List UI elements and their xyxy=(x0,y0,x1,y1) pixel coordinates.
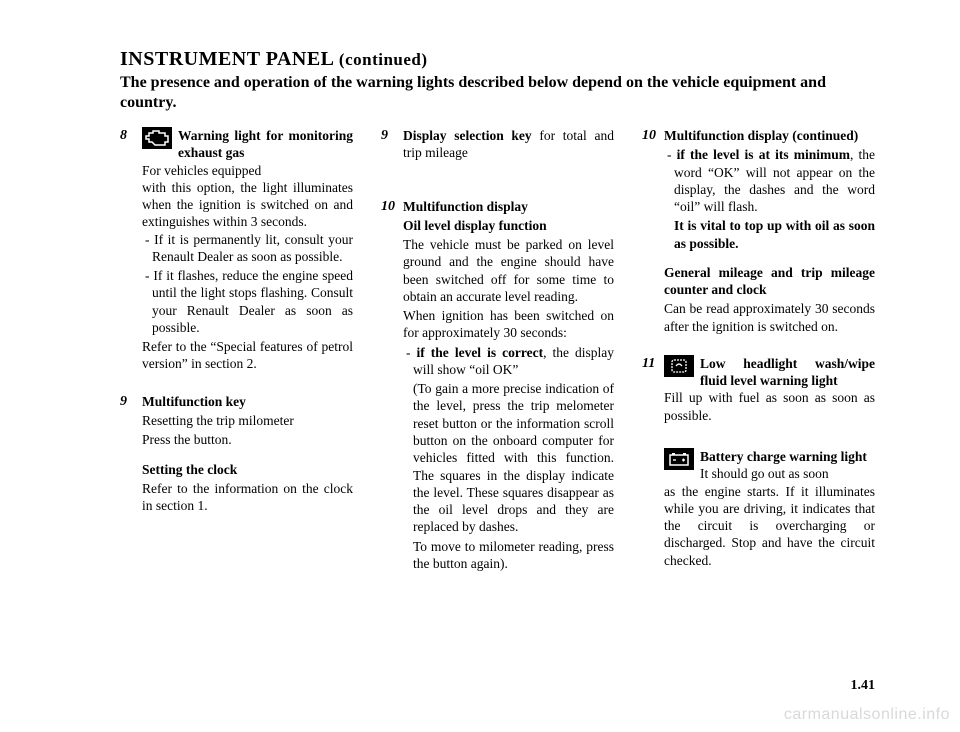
title: Multifunction display xyxy=(403,199,528,214)
body2: as the engine starts. If it illuminates … xyxy=(664,483,875,569)
bullet1e: To move to milometer reading, press the … xyxy=(403,538,614,573)
watermark: carmanualsonline.info xyxy=(784,706,950,724)
entry-body: Multifunction display (continued) - if t… xyxy=(664,127,875,337)
entry-num: 9 xyxy=(381,127,403,162)
body1: The vehicle must be parked on level grou… xyxy=(403,236,614,305)
entry-body: Display selection key for total and trip… xyxy=(403,127,614,162)
body1: with this option, the light illuminates … xyxy=(142,179,353,231)
body1: It should go out as soon xyxy=(700,466,829,481)
bullet1d: (To gain a more precise indication of th… xyxy=(403,380,614,535)
bullet2: It is vital to top up with oil as soon a… xyxy=(664,217,875,252)
heading-cont: (continued) xyxy=(339,50,428,69)
subtitle: Oil level display function xyxy=(403,218,547,233)
entry-9a: 9 Multifunction key Resetting the trip m… xyxy=(120,393,353,517)
entry-num: 9 xyxy=(120,393,142,517)
body3: Refer to the information on the clock in… xyxy=(142,480,353,515)
entry-num xyxy=(642,448,664,569)
entry-body: Multifunction key Resetting the trip mil… xyxy=(142,393,353,517)
entry-11: 11 Low headlight wash/wipe fluid level w… xyxy=(642,355,875,424)
title-a: Warning light for monitoring exhaust gas xyxy=(178,128,353,160)
washer-fluid-icon xyxy=(664,355,694,377)
title-a: Display selection key xyxy=(403,128,532,143)
title: Low headlight wash/wipe fluid level warn… xyxy=(700,356,875,388)
entry-body: Battery charge warning light It should g… xyxy=(664,448,875,569)
entry-num: 11 xyxy=(642,355,664,424)
battery-icon xyxy=(664,448,694,470)
body1: Resetting the trip milometer xyxy=(142,412,353,429)
body2: Press the button. xyxy=(142,431,353,448)
entry-body: Multifunction display Oil level display … xyxy=(403,198,614,575)
bullet1: - if the level is at its minimum, the wo… xyxy=(664,146,875,215)
entry-8: 8 Warning light for monitoring exhaust g… xyxy=(120,127,353,375)
title-b: For vehicles equipped xyxy=(142,163,261,178)
entry-num: 10 xyxy=(381,198,403,575)
entry-battery: Battery charge warning light It should g… xyxy=(642,448,875,569)
title: Battery charge warning light xyxy=(700,449,867,464)
body2: Refer to the “Special features of petrol… xyxy=(142,338,353,373)
page: INSTRUMENT PANEL (continued) The presenc… xyxy=(0,0,960,732)
heading-main: INSTRUMENT PANEL xyxy=(120,48,333,70)
engine-icon xyxy=(142,127,172,149)
title: Multifunction key xyxy=(142,394,246,409)
entry-num: 8 xyxy=(120,127,142,375)
bold: if the level is correct xyxy=(417,345,544,360)
title2: Setting the clock xyxy=(142,462,237,477)
entry-10b: 10 Multifunction display (continued) - i… xyxy=(642,127,875,337)
bullet1: - if the level is correct, the display w… xyxy=(403,344,614,379)
column-2: 9 Display selection key for total and tr… xyxy=(381,127,614,592)
entry-num: 10 xyxy=(642,127,664,337)
column-3: 10 Multifunction display (continued) - i… xyxy=(642,127,875,592)
dash: - xyxy=(667,147,677,162)
body: Fill up with fuel as soon as soon as pos… xyxy=(664,389,875,424)
title: Multifunction display (continued) xyxy=(664,128,858,143)
entry-body: Warning light for monitoring exhaust gas… xyxy=(142,127,353,375)
page-subheading: The presence and operation of the warnin… xyxy=(120,73,875,113)
bold: if the level is at its minimum xyxy=(677,147,850,162)
entry-body: Low headlight wash/wipe fluid level warn… xyxy=(664,355,875,424)
page-number: 1.41 xyxy=(851,678,876,694)
dash: - xyxy=(406,345,417,360)
title2: General mileage and trip mileage counter… xyxy=(664,265,875,297)
bullet2: - If it flashes, reduce the engine speed… xyxy=(142,267,353,336)
columns: 8 Warning light for monitoring exhaust g… xyxy=(120,127,875,592)
page-title: INSTRUMENT PANEL (continued) xyxy=(120,48,875,71)
column-1: 8 Warning light for monitoring exhaust g… xyxy=(120,127,353,592)
entry-10: 10 Multifunction display Oil level displ… xyxy=(381,198,614,575)
body2: Can be read approximately 30 seconds aft… xyxy=(664,300,875,335)
bullet1: - If it is permanently lit, consult your… xyxy=(142,231,353,266)
body2: When ignition has been switched on for a… xyxy=(403,307,614,342)
entry-9b: 9 Display selection key for total and tr… xyxy=(381,127,614,162)
